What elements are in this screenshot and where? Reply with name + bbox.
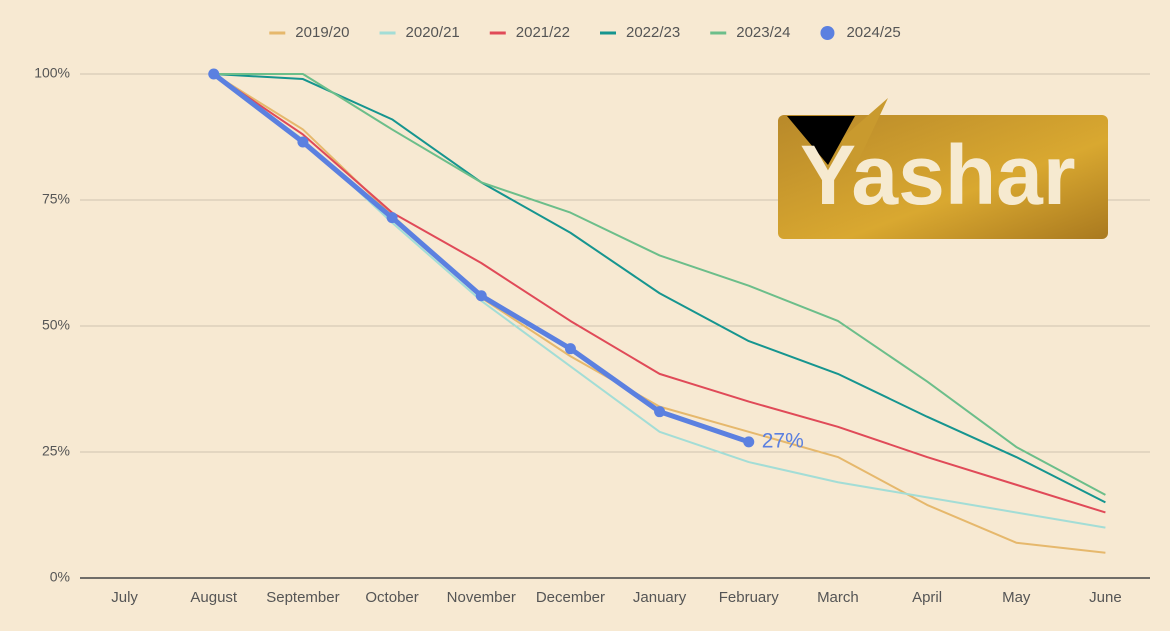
series-line — [213, 73, 1106, 504]
x-tick-label: July — [111, 589, 138, 606]
x-tick-label: January — [633, 589, 687, 606]
x-tick-label: March — [817, 589, 859, 606]
y-tick-label: 100% — [34, 65, 70, 81]
series-line — [213, 73, 1106, 496]
x-tick-label: April — [912, 589, 942, 606]
point — [654, 406, 666, 418]
legend-label: 2023/24 — [736, 24, 790, 41]
x-tick-label: May — [1002, 589, 1031, 606]
logo-mark — [787, 116, 855, 165]
logo-mark — [840, 98, 888, 168]
x-tick-label: November — [447, 589, 516, 606]
point — [386, 212, 398, 224]
y-tick-label: 50% — [42, 317, 70, 333]
legend-label: 2024/25 — [846, 24, 900, 41]
logo-text: Yashar — [800, 128, 1076, 222]
logo: Yashar — [778, 98, 1108, 239]
legend: 2019/20 2020/21 2021/22 2022/23 2023/24 2024/… — [269, 24, 901, 41]
x-tick-label: October — [365, 589, 418, 606]
legend-label: 2021/22 — [516, 24, 570, 41]
x-tick-label: August — [190, 589, 238, 606]
legend-label: 2019/20 — [295, 24, 349, 41]
point — [297, 136, 309, 148]
x-tick-label: September — [266, 589, 339, 606]
point — [743, 436, 755, 448]
x-tick-label: June — [1089, 589, 1122, 606]
series-line — [213, 73, 1106, 514]
y-tick-label: 25% — [42, 443, 70, 459]
x-tick-label: February — [719, 589, 780, 606]
y-tick-label: 75% — [42, 191, 70, 207]
x-tick-label: December — [536, 589, 605, 606]
point — [475, 290, 487, 302]
plot: 0% 25% 50% 75% 100% July August September Octobe… — [34, 65, 1150, 606]
legend-label: 2022/23 — [626, 24, 680, 41]
point — [564, 343, 576, 355]
legend-label: 2020/21 — [406, 24, 460, 41]
data-label: 27% — [762, 429, 804, 452]
point — [208, 68, 220, 80]
legend-marker — [820, 26, 835, 40]
y-tick-label: 0% — [50, 569, 70, 585]
